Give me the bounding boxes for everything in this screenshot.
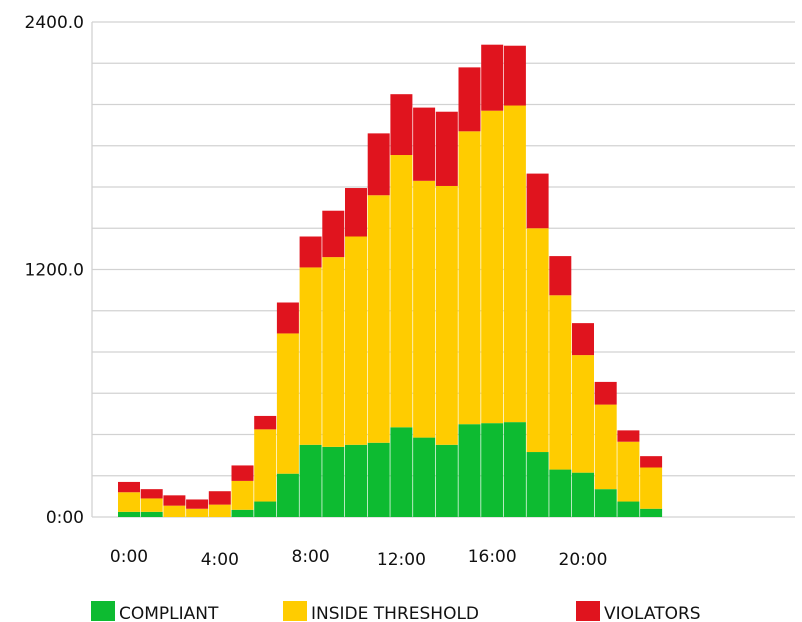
bar-compliant-22 xyxy=(617,501,640,517)
bar-compliant-14 xyxy=(435,444,458,517)
bar-inside-threshold-2 xyxy=(163,505,186,517)
bar-compliant-15 xyxy=(458,424,481,517)
bar-inside-threshold-11 xyxy=(367,195,390,443)
bar-compliant-5 xyxy=(231,509,254,517)
bar-inside-threshold-8 xyxy=(299,267,322,445)
bar-violators-7 xyxy=(276,302,299,334)
bar-compliant-8 xyxy=(299,444,322,517)
x-tick-label: 12:00 xyxy=(377,550,426,570)
x-tick-label: 4:00 xyxy=(201,550,239,570)
bar-inside-threshold-22 xyxy=(617,441,640,502)
bar-violators-17 xyxy=(503,45,526,106)
bar-violators-3 xyxy=(186,499,209,509)
bar-inside-threshold-9 xyxy=(322,257,345,447)
legend-label: COMPLIANT xyxy=(119,604,219,622)
legend-label: INSIDE THRESHOLD xyxy=(311,604,479,622)
bar-violators-8 xyxy=(299,236,322,268)
bar-violators-0 xyxy=(118,481,140,493)
bar-violators-4 xyxy=(208,491,231,505)
bar-violators-21 xyxy=(594,381,617,405)
bar-violators-5 xyxy=(231,465,254,481)
bar-violators-23 xyxy=(640,456,663,468)
bar-inside-threshold-4 xyxy=(208,504,231,517)
bar-inside-threshold-20 xyxy=(572,355,594,473)
bar-compliant-18 xyxy=(526,452,549,517)
bar-compliant-9 xyxy=(322,446,345,517)
bar-compliant-20 xyxy=(572,472,594,517)
bar-violators-16 xyxy=(481,44,504,111)
bar-compliant-21 xyxy=(594,489,617,517)
bar-violators-13 xyxy=(413,107,436,181)
x-axis-ticks: 0:00 4:00 8:00 12:00 16:00 20:00 xyxy=(110,547,608,570)
bar-compliant-23 xyxy=(640,508,663,517)
legend-swatch-compliant xyxy=(91,601,115,621)
bar-violators-9 xyxy=(322,210,345,258)
bar-inside-threshold-21 xyxy=(594,404,617,490)
bar-inside-threshold-23 xyxy=(640,467,663,509)
bar-inside-threshold-7 xyxy=(276,333,299,474)
y-tick-label: 0:00 xyxy=(46,508,84,528)
bar-compliant-17 xyxy=(503,422,526,517)
bar-violators-19 xyxy=(549,256,572,296)
legend-swatch-violators xyxy=(576,601,600,621)
bar-compliant-16 xyxy=(481,423,504,517)
bar-violators-6 xyxy=(254,415,277,430)
bar-inside-threshold-12 xyxy=(390,155,413,428)
bar-inside-threshold-1 xyxy=(140,498,163,512)
bar-inside-threshold-3 xyxy=(186,508,209,517)
bar-violators-15 xyxy=(458,67,481,132)
bar-compliant-0 xyxy=(118,511,140,517)
bar-inside-threshold-6 xyxy=(254,429,277,502)
bar-violators-2 xyxy=(163,495,186,506)
bar-compliant-11 xyxy=(367,442,390,517)
bar-inside-threshold-14 xyxy=(435,185,458,445)
bar-violators-10 xyxy=(345,188,367,237)
x-tick-label: 16:00 xyxy=(468,547,517,567)
bar-compliant-19 xyxy=(549,469,572,517)
x-tick-label: 8:00 xyxy=(292,547,330,567)
bar-violators-14 xyxy=(435,111,458,186)
bar-compliant-10 xyxy=(345,444,367,517)
bar-compliant-6 xyxy=(254,501,277,517)
bars xyxy=(118,44,663,517)
bar-violators-11 xyxy=(367,133,390,196)
x-tick-label: 0:00 xyxy=(110,547,148,567)
bar-compliant-7 xyxy=(276,473,299,517)
x-tick-label: 20:00 xyxy=(559,550,608,570)
bar-inside-threshold-16 xyxy=(481,110,504,424)
y-tick-label: 1200.0 xyxy=(25,261,84,281)
bar-inside-threshold-18 xyxy=(526,228,549,453)
bar-inside-threshold-19 xyxy=(549,295,572,470)
bar-inside-threshold-0 xyxy=(118,492,140,512)
y-tick-label: 2400.0 xyxy=(25,13,84,33)
y-axis-ticks: 0:00 1200.0 2400.0 xyxy=(25,13,84,528)
bar-violators-12 xyxy=(390,94,413,156)
legend-swatch-inside-threshold xyxy=(283,601,307,621)
bar-inside-threshold-15 xyxy=(458,131,481,425)
bar-compliant-12 xyxy=(390,427,413,517)
bar-violators-18 xyxy=(526,173,549,229)
legend: COMPLIANT INSIDE THRESHOLD VIOLATORS xyxy=(91,601,701,622)
bar-inside-threshold-5 xyxy=(231,480,254,510)
bar-inside-threshold-13 xyxy=(413,180,436,438)
bar-violators-20 xyxy=(572,323,594,356)
bar-violators-22 xyxy=(617,430,640,442)
bar-violators-1 xyxy=(140,489,163,499)
bar-inside-threshold-10 xyxy=(345,236,367,445)
bar-inside-threshold-17 xyxy=(503,105,526,423)
legend-label: VIOLATORS xyxy=(604,604,701,622)
bar-compliant-1 xyxy=(140,511,163,517)
bar-compliant-13 xyxy=(413,437,436,517)
